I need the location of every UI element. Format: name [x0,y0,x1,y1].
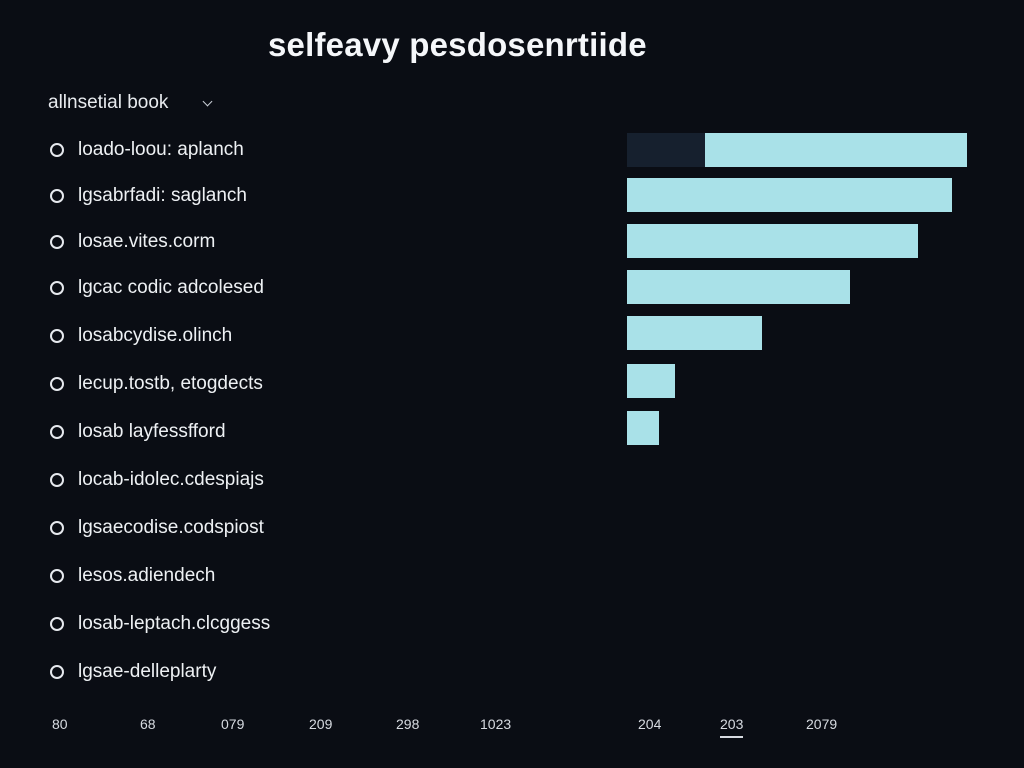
radio-button[interactable] [50,473,64,487]
list-item[interactable]: locab-idolec.cdespiajs [50,463,264,497]
tick-label: 204 [638,716,662,732]
radio-button[interactable] [50,521,64,535]
list-item-label: lgcac codic adcolesed [78,277,264,298]
list-item-label: losab-leptach.clcggess [78,613,271,634]
list-item[interactable]: losab-leptach.clcggess [50,607,270,641]
list-item-label: losab layfessfford [78,421,226,442]
bar[interactable] [705,133,967,167]
list-item-label: lecup.tostb, etogdects [78,373,263,394]
chevron-down-icon [202,96,213,106]
list-item[interactable]: losae.vites.corm [50,225,215,259]
list-item[interactable]: lesos.adiendech [50,559,215,593]
tick-label: 079 [221,716,245,732]
radio-button[interactable] [50,665,64,679]
list-item[interactable]: lecup.tostb, etogdects [50,367,263,401]
radio-button[interactable] [50,329,64,343]
tick-label: 80 [52,716,68,732]
bar[interactable] [627,178,952,212]
list-item-label: losabcydise.olinch [78,325,233,346]
page-title: selfeavy pesdosenrtiide [268,26,647,63]
list-item[interactable]: loado-loou: aplanch [50,133,244,167]
radio-button[interactable] [50,235,64,249]
tick-label: 2079 [806,716,838,732]
category-dropdown[interactable]: allnsetial book [48,92,213,114]
list-item-label: lgsabrfadi: saglanch [78,185,247,206]
list-item-label: loado-loou: aplanch [78,139,244,160]
list-item-label: locab-idolec.cdespiajs [78,469,264,490]
dropdown-label: allnsetial book [48,92,169,113]
tick-label: 209 [309,716,333,732]
tick-label: 1023 [480,716,512,732]
bar[interactable] [627,224,918,258]
tick-label: 68 [140,716,156,732]
tick-label-selected[interactable]: 203 [720,716,744,738]
list-item-label: lgsae-delleplarty [78,661,217,682]
radio-button[interactable] [50,569,64,583]
radio-button[interactable] [50,143,64,157]
list-item[interactable]: losab layfessfford [50,415,226,449]
radio-button[interactable] [50,377,64,391]
bar[interactable] [627,316,762,350]
list-item[interactable]: losabcydise.olinch [50,319,232,353]
list-item-label: losae.vites.corm [78,231,216,252]
radio-button[interactable] [50,189,64,203]
list-item-label: lgsaecodise.codspiost [78,517,264,538]
list-item[interactable]: lgcac codic adcolesed [50,271,264,305]
radio-button[interactable] [50,281,64,295]
list-item[interactable]: lgsabrfadi: saglanch [50,179,247,213]
radio-button[interactable] [50,425,64,439]
radio-button[interactable] [50,617,64,631]
bar[interactable] [627,364,675,398]
list-item[interactable]: lgsaecodise.codspiost [50,511,264,545]
tick-label: 298 [396,716,420,732]
bar[interactable] [627,411,659,445]
bar[interactable] [627,270,850,304]
x-axis: 80 68 079 209 298 1023 204 203 2079 [0,716,1024,746]
list-item-label: lesos.adiendech [78,565,216,586]
list-item[interactable]: lgsae-delleplarty [50,655,216,689]
